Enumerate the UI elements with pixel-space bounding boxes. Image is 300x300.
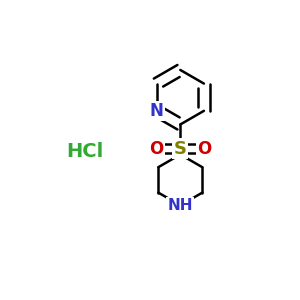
Text: NH: NH: [168, 198, 193, 213]
Text: O: O: [197, 140, 211, 158]
Text: O: O: [149, 140, 164, 158]
Text: HCl: HCl: [66, 142, 103, 161]
Text: N: N: [150, 102, 164, 120]
Text: S: S: [174, 140, 187, 158]
